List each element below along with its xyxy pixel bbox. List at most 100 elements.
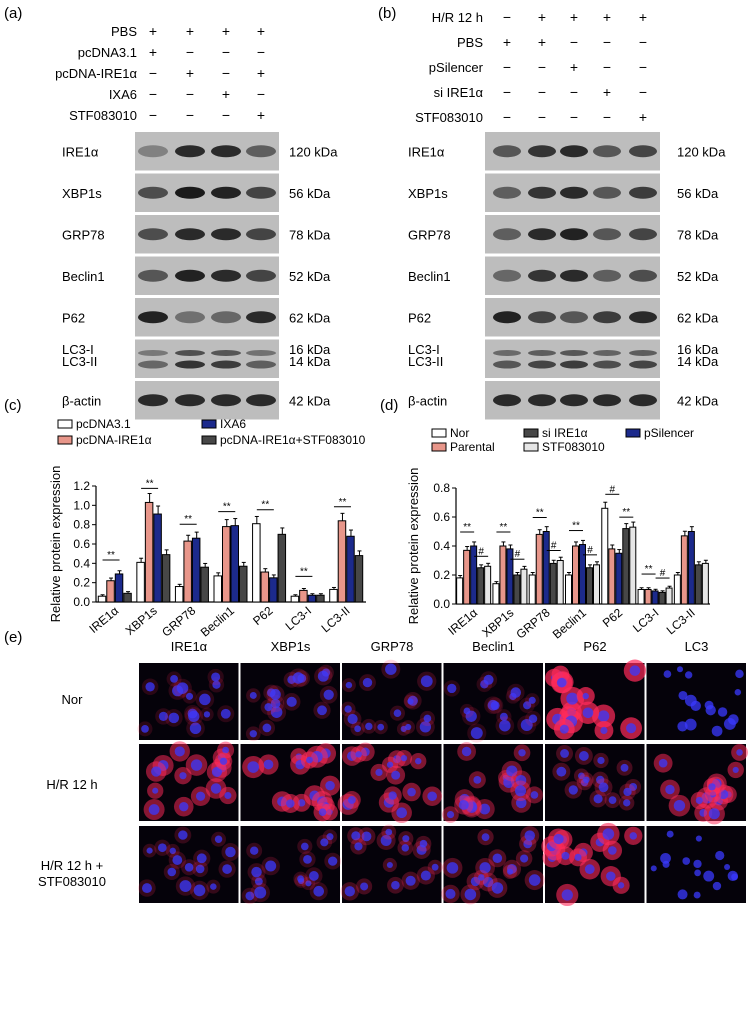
- nucleus-stain: [365, 722, 373, 731]
- bar: [651, 590, 659, 605]
- nucleus-stain: [559, 724, 569, 734]
- nucleus-stain: [574, 853, 582, 861]
- molecular-weight: 120 kDa: [289, 144, 338, 159]
- nucleus-stain: [715, 850, 725, 861]
- blot-band: [629, 228, 657, 241]
- blot-band: [138, 186, 168, 199]
- nucleus-stain: [483, 674, 494, 685]
- nucleus-stain: [732, 766, 739, 774]
- nucleus-stain: [479, 803, 491, 815]
- significance-marker: #: [610, 484, 616, 495]
- nucleus-stain: [507, 868, 514, 875]
- bar: [329, 588, 338, 603]
- nucleus-stain: [212, 680, 221, 689]
- bar: [114, 573, 124, 603]
- nucleus-stain: [176, 682, 189, 694]
- blot-band: [493, 394, 521, 407]
- condition-sign: +: [257, 23, 265, 39]
- y-tick-label: 1.0: [73, 498, 90, 512]
- blot-band: [629, 269, 657, 282]
- x-tick-label: Beclin1: [550, 605, 589, 641]
- condition-sign: +: [257, 65, 265, 81]
- nucleus-stain: [401, 844, 410, 852]
- nucleus-stain: [731, 873, 739, 881]
- bar: [615, 552, 623, 605]
- nucleus-stain: [375, 768, 383, 777]
- nucleus-stain: [582, 707, 594, 719]
- nucleus-stain: [328, 856, 338, 866]
- nucleus-stain: [407, 787, 416, 797]
- nucleus-stain: [617, 882, 625, 889]
- blot-band: [493, 145, 521, 158]
- condition-sign: +: [639, 109, 647, 125]
- blot-band: [211, 311, 241, 324]
- bar: [694, 564, 702, 605]
- column-header: GRP78: [371, 639, 414, 654]
- blot-band: [246, 186, 276, 199]
- nucleus-stain: [145, 682, 155, 692]
- molecular-weight: 42 kDa: [289, 393, 331, 408]
- nucleus-stain: [385, 663, 397, 675]
- blot-band: [138, 145, 168, 158]
- nucleus-stain: [179, 772, 187, 780]
- nucleus-stain: [514, 785, 527, 797]
- nucleus-stain: [623, 799, 631, 807]
- micrograph-cell: [139, 663, 239, 740]
- significance-marker: **: [261, 500, 269, 511]
- bar: [484, 565, 492, 605]
- condition-sign: −: [603, 109, 611, 125]
- nucleus-stain: [362, 677, 373, 688]
- nucleus-stain: [608, 846, 617, 855]
- bar: [463, 549, 471, 605]
- nucleus-stain: [523, 701, 532, 710]
- molecular-weight: 14 kDa: [289, 354, 331, 369]
- nucleus-stain: [326, 833, 334, 841]
- blot-band: [246, 360, 276, 369]
- condition-label: PBS: [457, 35, 483, 50]
- condition-sign: −: [538, 109, 546, 125]
- bar: [230, 525, 239, 603]
- nucleus-stain: [203, 711, 211, 718]
- condition-sign: +: [149, 23, 157, 39]
- bar: [556, 560, 564, 605]
- blot-band: [211, 228, 241, 241]
- condition-sign: −: [222, 107, 230, 123]
- y-axis-label: Relative protein expression: [48, 466, 63, 623]
- nucleus-stain: [400, 754, 408, 762]
- nucleus-stain: [458, 799, 469, 810]
- nucleus-stain: [711, 725, 723, 737]
- blot-band: [211, 360, 241, 369]
- blot-band: [211, 186, 241, 199]
- blot-band: [629, 394, 657, 407]
- nucleus-stain: [377, 723, 385, 731]
- condition-sign: −: [538, 84, 546, 100]
- nucleus-stain: [676, 666, 684, 673]
- blot-band: [528, 269, 556, 282]
- molecular-weight: 16 kDa: [289, 342, 331, 357]
- bar: [316, 594, 325, 603]
- protein-name: LC3-I: [408, 342, 440, 357]
- bar: [477, 567, 485, 605]
- blot-band: [138, 269, 168, 282]
- nucleus-stain: [383, 797, 395, 808]
- column-header: XBP1s: [271, 639, 311, 654]
- column-header: P62: [583, 639, 606, 654]
- significance-marker: **: [223, 502, 231, 513]
- blot-band: [138, 394, 168, 407]
- bar: [346, 535, 355, 603]
- legend-swatch: [201, 435, 217, 445]
- nucleus-stain: [629, 782, 638, 791]
- nucleus-stain: [360, 882, 369, 891]
- condition-sign: +: [222, 23, 230, 39]
- x-tick-label: GRP78: [159, 603, 198, 639]
- nucleus-stain: [724, 863, 731, 870]
- nucleus-stain: [578, 751, 589, 761]
- y-tick-label: 0.8: [433, 481, 450, 495]
- legend-entry: STF083010: [542, 440, 605, 454]
- nucleus-stain: [623, 787, 632, 797]
- condition-sign: +: [186, 23, 194, 39]
- condition-label: IXA6: [109, 87, 137, 102]
- y-tick-label: 0.4: [73, 556, 90, 570]
- bar: [579, 544, 586, 605]
